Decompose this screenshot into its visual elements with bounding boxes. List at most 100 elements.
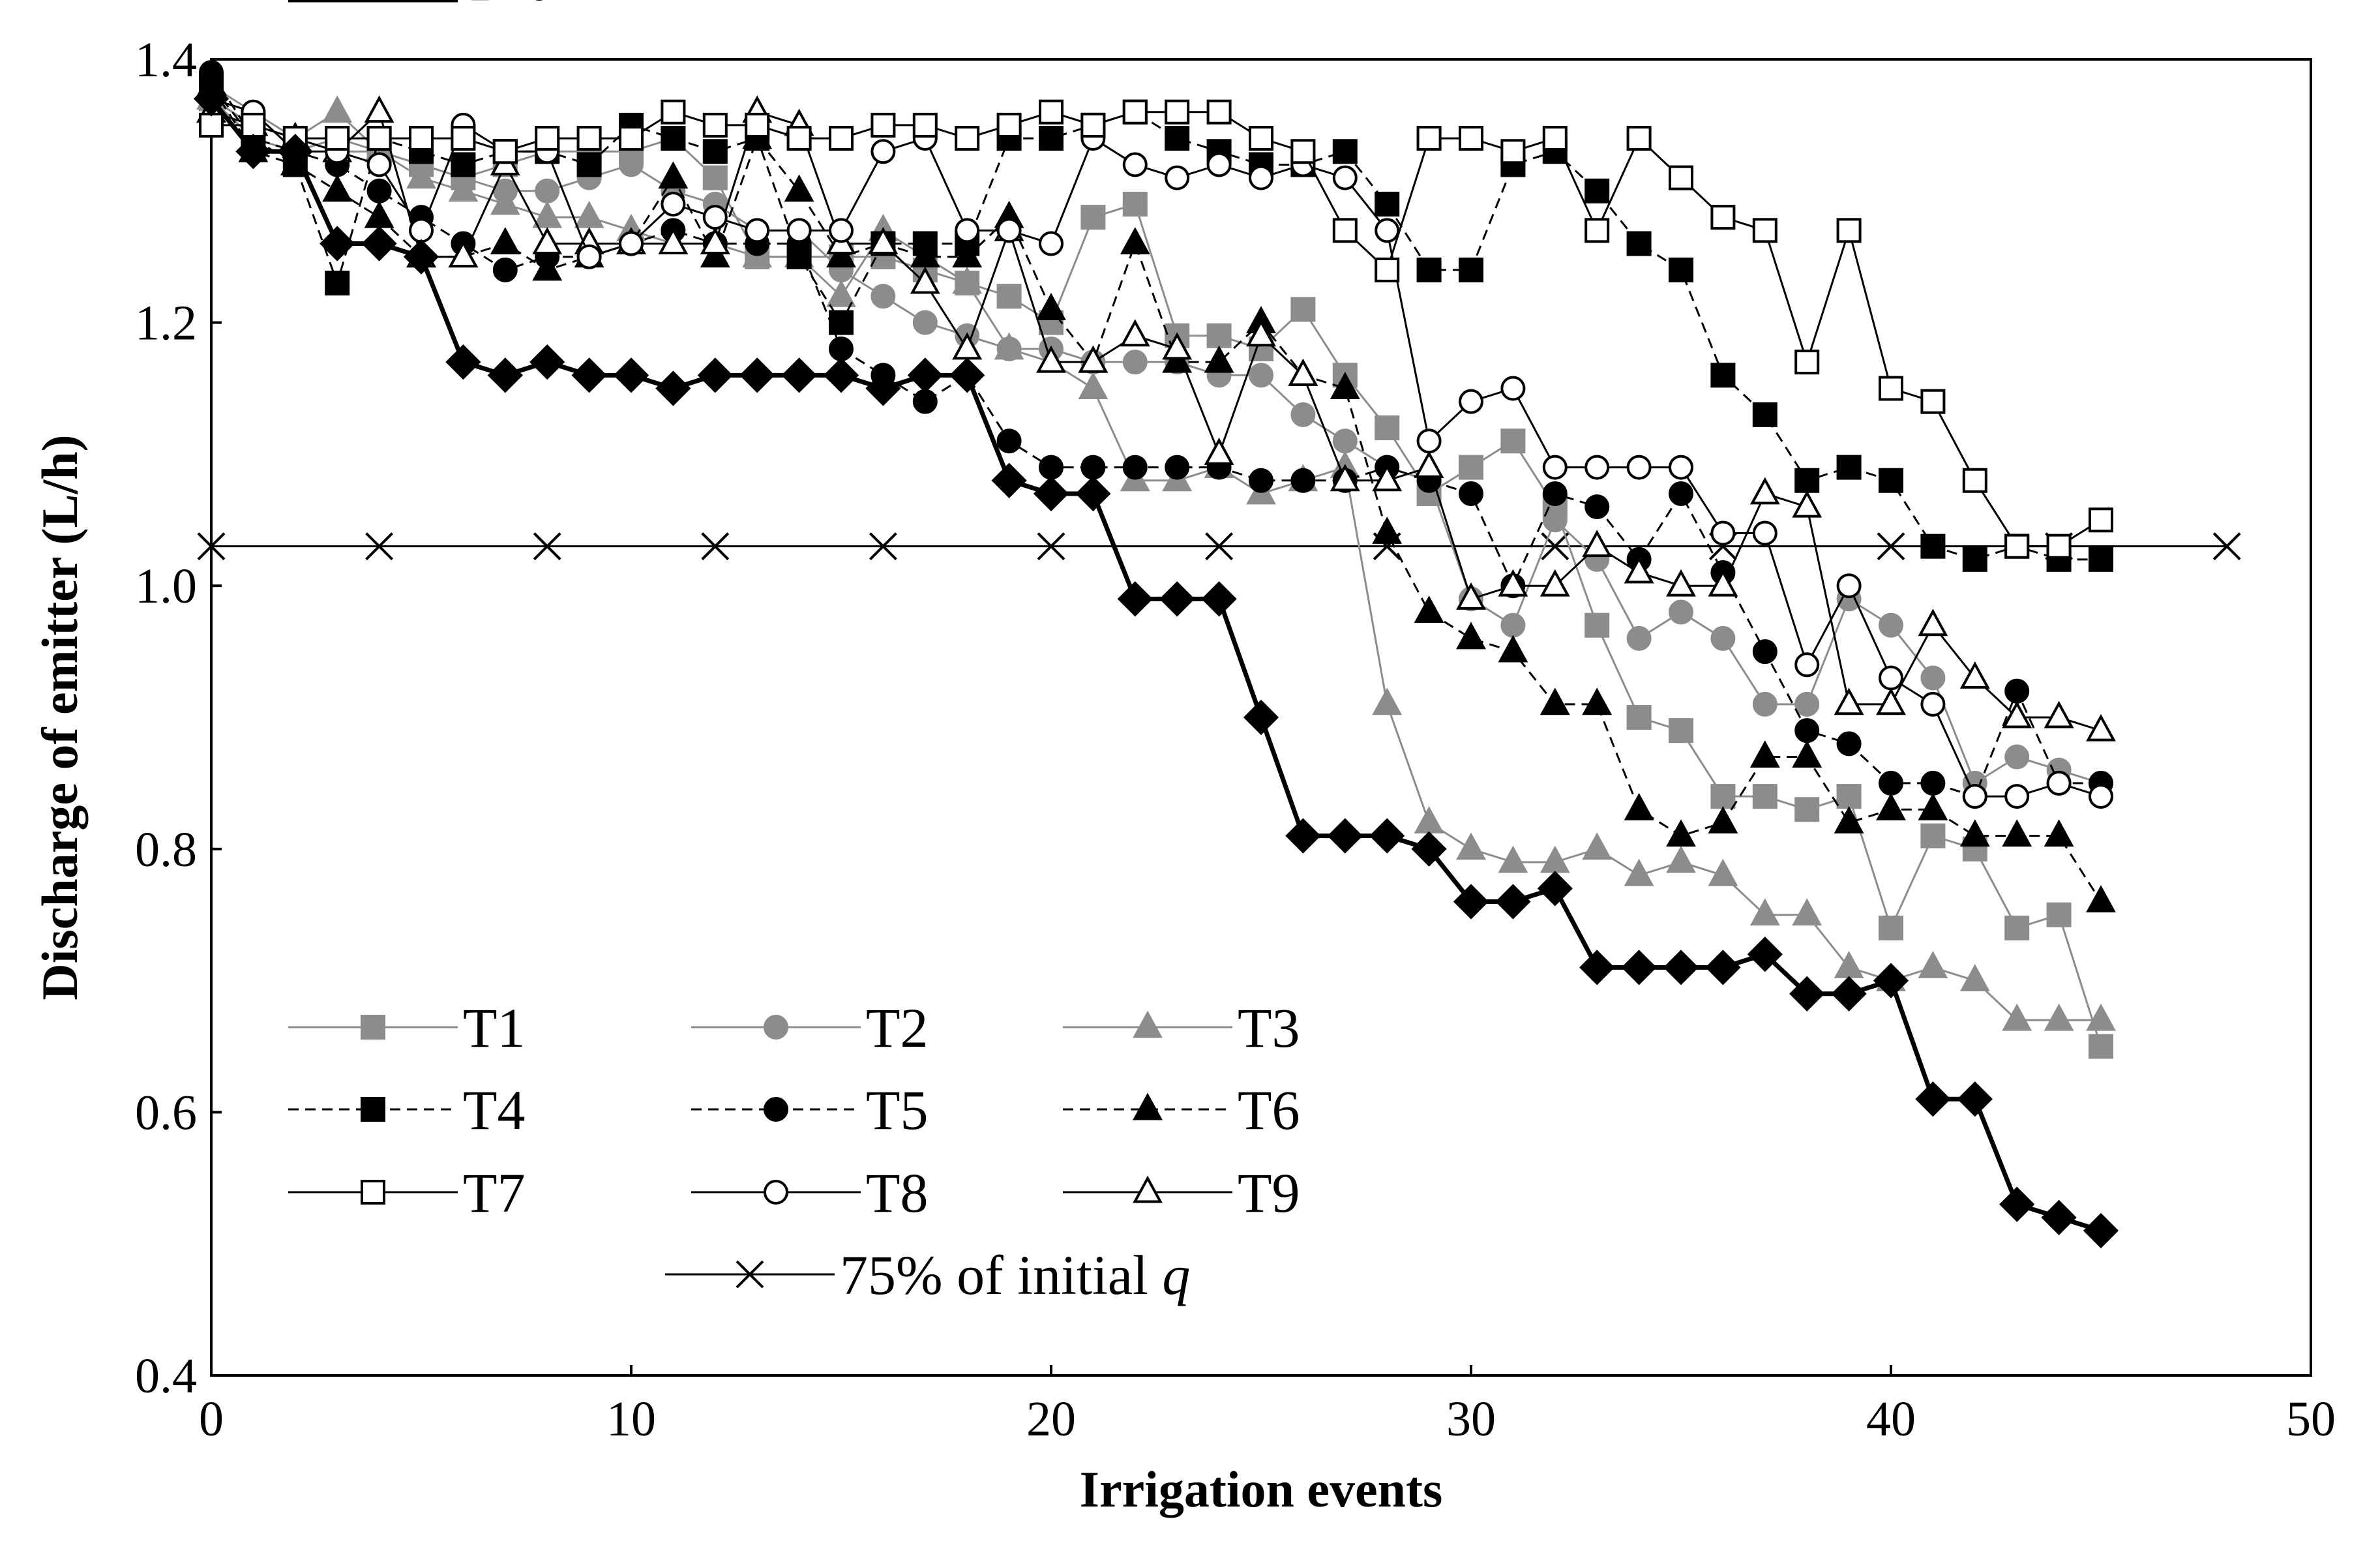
data-point [1794, 350, 1820, 375]
data-point [868, 227, 899, 254]
legend-marker [361, 1015, 385, 1040]
data-point [1039, 455, 1064, 480]
data-point [784, 174, 814, 202]
reference-point [869, 532, 897, 561]
series-line [210, 98, 2102, 1047]
reference-point [1205, 532, 1234, 561]
data-point [1669, 599, 1693, 625]
axis-ticks: 0 10 20 30 40 50 0.4 0.6 0.8 1.0 1.2 1.4 [135, 33, 2336, 1447]
data-point [574, 200, 604, 228]
data-point [325, 126, 350, 151]
data-point [1327, 818, 1363, 854]
y-tick-label: 0.4 [135, 1349, 197, 1403]
data-point [1165, 165, 1190, 190]
data-point [451, 152, 476, 177]
series-line [211, 98, 2102, 798]
data-point [1666, 819, 1696, 847]
data-point [1249, 468, 1273, 493]
series-t7 [199, 99, 2113, 559]
data-point [1584, 612, 1610, 638]
data-point [991, 462, 1027, 498]
legend: T1 T2 T3 T4 T5 T6 T7 T8 T9 T10 75% of initial q [288, 0, 1300, 1306]
data-point [619, 231, 644, 256]
data-point [366, 178, 392, 203]
series-layer [193, 60, 2241, 1249]
data-point [1246, 319, 1276, 347]
data-point [1920, 389, 1946, 414]
x-marker-stroke [1205, 532, 1234, 561]
data-point [487, 357, 523, 393]
data-point [492, 139, 518, 164]
data-point [1792, 490, 1822, 518]
data-point [1290, 402, 1316, 427]
data-point [445, 344, 481, 380]
data-point [1624, 792, 1654, 820]
data-point [661, 99, 686, 125]
data-point [1459, 455, 1483, 480]
series-line [211, 85, 2102, 785]
data-point [1836, 455, 1862, 480]
x-marker-stroke [197, 532, 226, 561]
data-point [1962, 547, 1987, 572]
legend-marker [764, 1015, 788, 1040]
data-point [322, 174, 353, 202]
data-point [1459, 257, 1483, 282]
data-point [2044, 700, 2074, 728]
data-point [535, 178, 560, 203]
data-point [1621, 950, 1657, 985]
y-tick-label: 0.8 [135, 822, 197, 877]
data-point [829, 336, 854, 361]
data-point [1075, 475, 1111, 512]
data-point [1918, 608, 1948, 637]
data-point [1626, 705, 1652, 730]
data-point [1959, 964, 1990, 992]
data-point [1584, 494, 1610, 520]
data-point [1459, 389, 1483, 414]
data-point [1708, 858, 1738, 886]
data-point [1036, 293, 1066, 320]
data-point [364, 200, 394, 228]
data-point [1752, 402, 1778, 427]
data-point [451, 126, 476, 151]
x-marker-stroke [701, 532, 730, 561]
data-point [1285, 818, 1321, 854]
legend-item-reference: 75% of initial q [665, 1244, 1190, 1306]
data-point [1834, 687, 1864, 715]
data-point [1669, 481, 1693, 506]
data-point [1204, 345, 1234, 373]
data-point [1165, 99, 1190, 125]
data-point [870, 139, 896, 164]
data-point [1078, 372, 1108, 399]
data-point [1794, 797, 1820, 822]
data-point [1288, 358, 1318, 386]
series-t1 [199, 86, 2113, 1059]
data-point [193, 81, 230, 117]
data-point [1752, 520, 1778, 546]
data-point [1332, 428, 1358, 454]
data-point [826, 240, 856, 268]
data-point [320, 226, 355, 262]
data-point [1249, 165, 1273, 190]
data-point [1794, 468, 1820, 493]
data-point [826, 279, 856, 307]
data-point [700, 227, 730, 254]
data-point [702, 165, 728, 190]
data-point [829, 310, 854, 335]
data-point [996, 218, 1022, 243]
data-point [1500, 428, 1526, 454]
legend-label: T6 [1238, 1079, 1300, 1141]
data-point [658, 227, 689, 254]
data-point [655, 370, 691, 406]
data-point [786, 218, 812, 243]
data-point [1794, 691, 1820, 717]
series-t5 [199, 60, 2113, 809]
data-point [1542, 455, 1568, 480]
data-point [1078, 345, 1108, 373]
data-point [829, 126, 854, 151]
x-marker-stroke [869, 532, 897, 561]
data-point [1500, 376, 1526, 401]
data-point [2004, 533, 2030, 559]
data-point [1710, 363, 1736, 388]
